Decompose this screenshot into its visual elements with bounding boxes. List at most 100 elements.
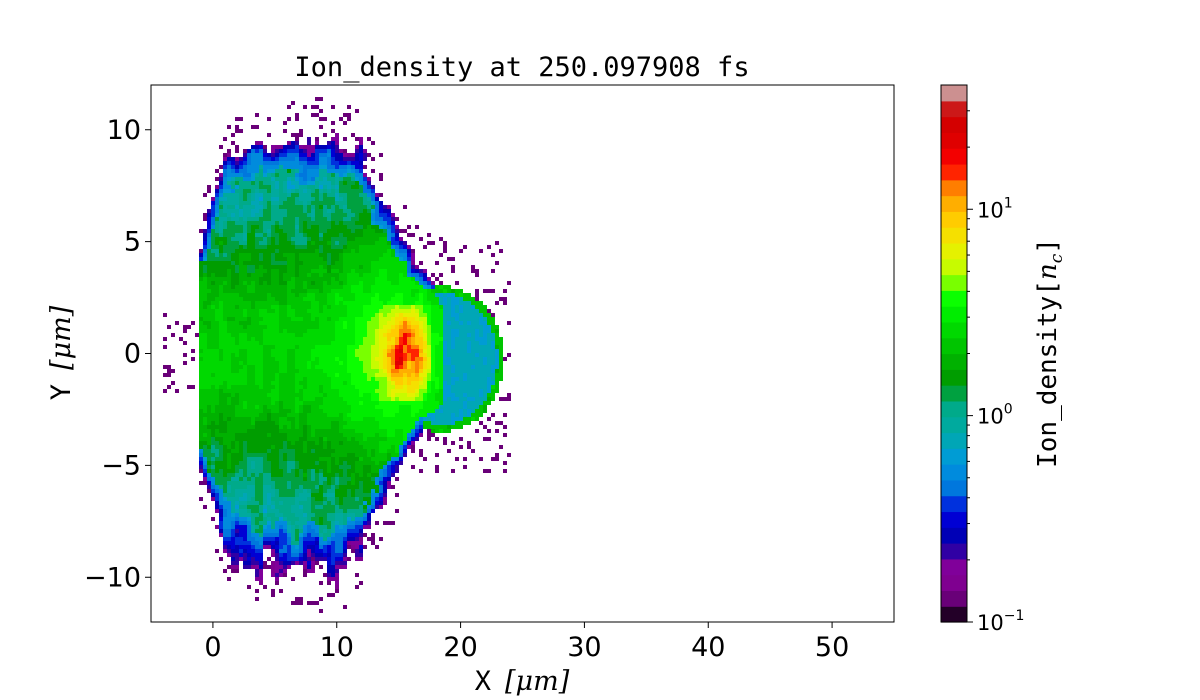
heatmap-cell (423, 281, 427, 285)
heatmap-cell (239, 373, 243, 377)
heatmap-cell (283, 121, 287, 125)
heatmap-cell (271, 409, 275, 413)
heatmap-cell (263, 361, 267, 365)
heatmap-cell (427, 365, 431, 369)
heatmap-cell (283, 333, 287, 337)
heatmap-cell (271, 201, 275, 205)
heatmap-cell (495, 345, 499, 349)
heatmap-cell (287, 161, 291, 165)
heatmap-cell (283, 245, 287, 249)
heatmap-cell (343, 269, 347, 273)
heatmap-cell (263, 197, 267, 201)
heatmap-cell (427, 325, 431, 329)
heatmap-cell (163, 337, 167, 341)
heatmap-cell (183, 341, 187, 345)
heatmap-cell (319, 457, 323, 461)
heatmap-cell (255, 153, 259, 157)
heatmap-cell (295, 277, 299, 281)
heatmap-cell (199, 265, 203, 269)
heatmap-cell (323, 181, 327, 185)
heatmap-cell (451, 385, 455, 389)
heatmap-cell (351, 429, 355, 433)
heatmap-cell (475, 301, 479, 305)
heatmap-cell (339, 281, 343, 285)
heatmap-cell (459, 321, 463, 325)
heatmap-cell (331, 445, 335, 449)
heatmap-cell (243, 197, 247, 201)
heatmap-cell (395, 241, 399, 245)
heatmap-cell (299, 337, 303, 341)
heatmap-cell (339, 421, 343, 425)
heatmap-cell (343, 245, 347, 249)
heatmap-cell (183, 325, 187, 329)
heatmap-cell (327, 269, 331, 273)
heatmap-cell (415, 265, 419, 269)
heatmap-cell (399, 357, 403, 361)
heatmap-cell (267, 453, 271, 457)
heatmap-cell (231, 237, 235, 241)
heatmap-cell (351, 161, 355, 165)
heatmap-cell (367, 225, 371, 229)
heatmap-cell (355, 317, 359, 321)
heatmap-cell (235, 357, 239, 361)
heatmap-cell (283, 349, 287, 353)
heatmap-cell (347, 113, 351, 117)
heatmap-cell (271, 437, 275, 441)
heatmap-cell (235, 353, 239, 357)
heatmap-cell (247, 333, 251, 337)
heatmap-cell (439, 373, 443, 377)
heatmap-cell (231, 277, 235, 281)
heatmap-cell (315, 165, 319, 169)
heatmap-cell (323, 409, 327, 413)
heatmap-cell (363, 405, 367, 409)
heatmap-cell (347, 393, 351, 397)
heatmap-cell (335, 293, 339, 297)
heatmap-cell (279, 197, 283, 201)
heatmap-cell (343, 437, 347, 441)
heatmap-cell (323, 161, 327, 165)
heatmap-cell (259, 285, 263, 289)
heatmap-cell (219, 233, 223, 237)
heatmap-cell (239, 381, 243, 385)
heatmap-cell (451, 309, 455, 313)
heatmap-cell (287, 265, 291, 269)
heatmap-cell (367, 293, 371, 297)
heatmap-cell (435, 417, 439, 421)
heatmap-cell (435, 381, 439, 385)
heatmap-cell (207, 401, 211, 405)
heatmap-cell (279, 149, 283, 153)
heatmap-cell (383, 229, 387, 233)
heatmap-cell (287, 449, 291, 453)
heatmap-cell (371, 465, 375, 469)
heatmap-cell (359, 253, 363, 257)
heatmap-cell (211, 401, 215, 405)
heatmap-cell (331, 205, 335, 209)
heatmap-cell (459, 445, 463, 449)
heatmap-cell (463, 457, 467, 461)
heatmap-cell (363, 457, 367, 461)
heatmap-cell (371, 253, 375, 257)
heatmap-cell (255, 141, 259, 145)
heatmap-cell (231, 469, 235, 473)
heatmap-cell (259, 389, 263, 393)
heatmap-cell (191, 321, 195, 325)
heatmap-cell (307, 361, 311, 365)
heatmap-cell (347, 385, 351, 389)
heatmap-cell (335, 441, 339, 445)
heatmap-cell (327, 449, 331, 453)
heatmap-cell (479, 361, 483, 365)
heatmap-cell (295, 273, 299, 277)
heatmap-cell (347, 365, 351, 369)
heatmap-cell (463, 357, 467, 361)
heatmap-cell (395, 405, 399, 409)
heatmap-cell (295, 237, 299, 241)
heatmap-cell (335, 157, 339, 161)
heatmap-cell (391, 257, 395, 261)
heatmap-cell (267, 253, 271, 257)
heatmap-cell (475, 385, 479, 389)
heatmap-cell (267, 185, 271, 189)
heatmap-cell (355, 201, 359, 205)
heatmap-cell (199, 405, 203, 409)
heatmap-cell (355, 325, 359, 329)
heatmap-cell (335, 249, 339, 253)
